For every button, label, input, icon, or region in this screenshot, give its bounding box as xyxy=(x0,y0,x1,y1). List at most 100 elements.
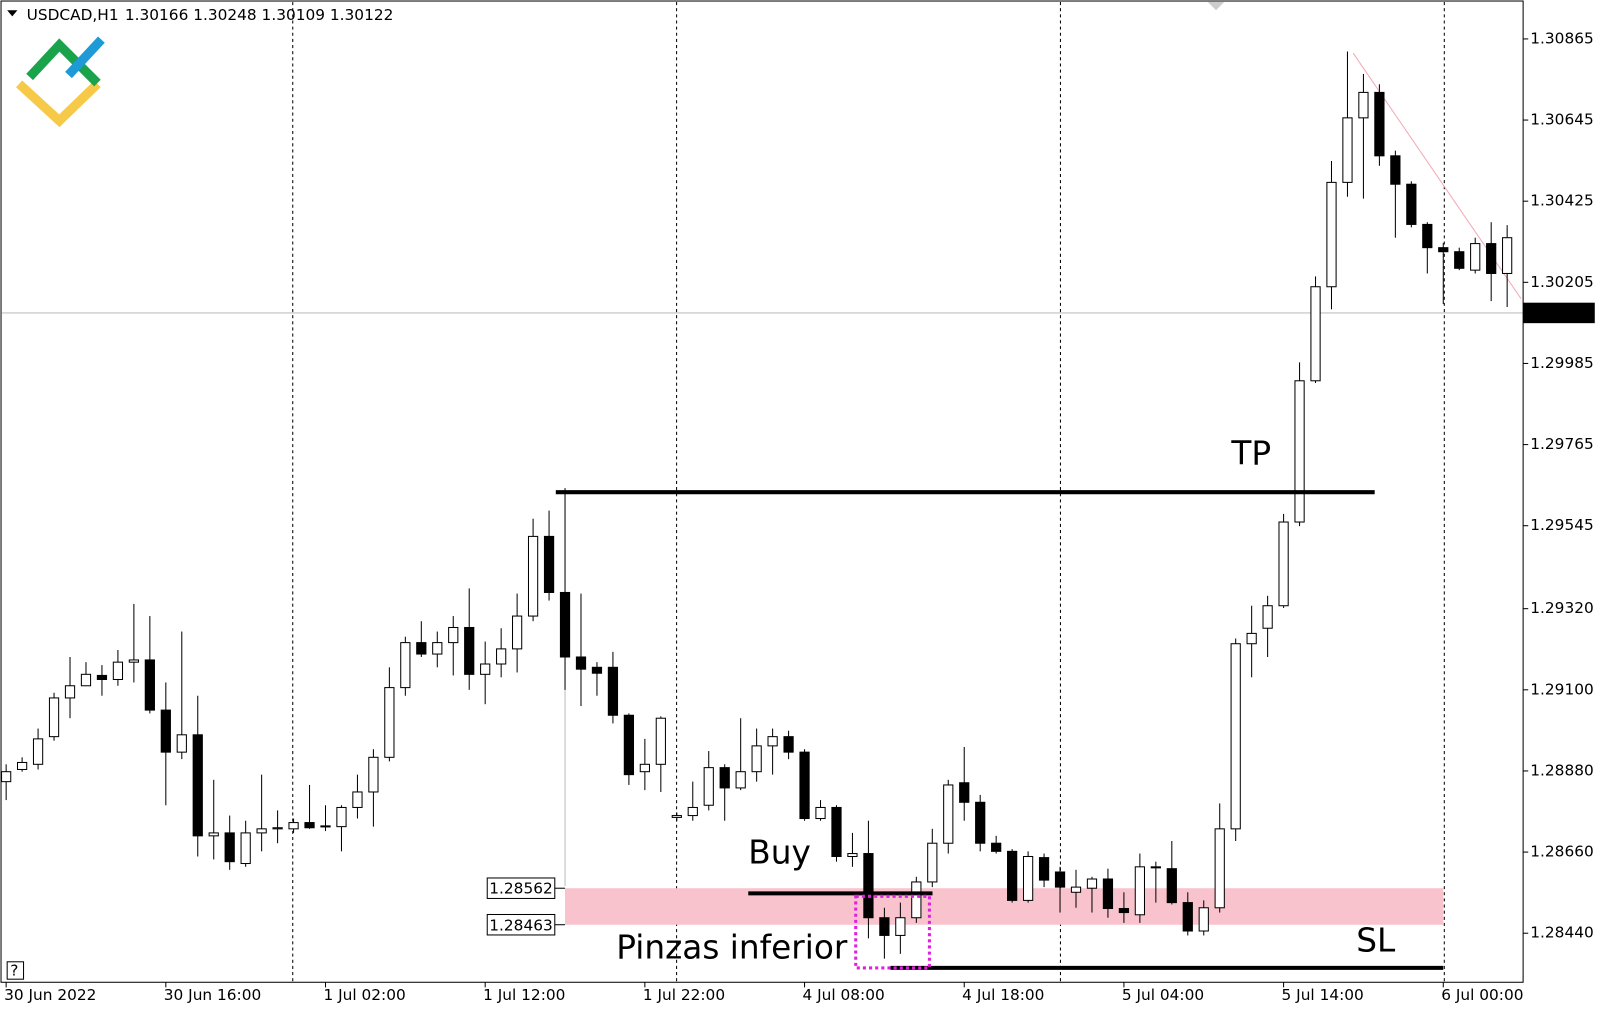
quote: 1.30166 1.30248 1.30109 1.30122 xyxy=(125,6,393,24)
candle-body xyxy=(1486,243,1497,274)
axes: 1.30865 1.30645 1.30425 1.30205 1.29985 1.297… xyxy=(4,29,1595,1004)
candle-body xyxy=(464,626,475,675)
shift-marker xyxy=(1207,2,1225,11)
current-price-label: 1.30122 xyxy=(1528,304,1591,322)
logo-part xyxy=(16,80,101,128)
buy-label: Buy xyxy=(748,833,811,871)
entry-zone xyxy=(565,888,1444,925)
candle-body xyxy=(783,736,794,753)
zone-price-label: 1.28562 xyxy=(489,880,552,898)
candle-body xyxy=(96,674,108,681)
sl-label: SL xyxy=(1356,921,1396,959)
candle-body xyxy=(1150,866,1161,869)
x-tick-label: 4 Jul 08:00 xyxy=(803,986,885,1004)
candle-body xyxy=(735,771,746,789)
y-tick-label: 1.29765 xyxy=(1530,435,1593,453)
zone-price-label: 1.28463 xyxy=(489,916,552,934)
candle-body xyxy=(16,761,28,770)
candle-body xyxy=(112,661,124,681)
candle-body xyxy=(192,734,203,837)
y-tick-label: 1.28660 xyxy=(1530,843,1593,861)
candle-body xyxy=(336,806,347,828)
help-icon[interactable]: ? xyxy=(10,962,18,980)
y-tick-label: 1.29320 xyxy=(1530,599,1593,617)
current-price-box xyxy=(1523,302,1595,324)
candle-body xyxy=(575,656,587,670)
y-tick-label: 1.29545 xyxy=(1530,516,1593,534)
candle-body xyxy=(751,745,762,773)
symbol: USDCAD,H1 xyxy=(27,6,119,24)
y-tick-label: 1.30425 xyxy=(1530,192,1593,210)
candle-body xyxy=(607,666,619,716)
candle-body xyxy=(543,535,555,593)
y-tick-label: 1.30865 xyxy=(1530,29,1593,47)
x-tick-label: 1 Jul 22:00 xyxy=(643,986,725,1004)
candle-body xyxy=(32,738,44,765)
candle-body xyxy=(591,666,603,674)
annotations xyxy=(555,490,1444,970)
candle-body xyxy=(847,853,858,858)
logo-part xyxy=(26,38,101,87)
candle-body xyxy=(655,717,666,765)
candle-body xyxy=(1358,91,1369,119)
y-tick-label: 1.28440 xyxy=(1530,924,1593,942)
candle-body xyxy=(272,827,283,830)
pattern-box xyxy=(854,894,931,970)
x-tick-label: 30 Jun 16:00 xyxy=(164,986,262,1004)
candle-body xyxy=(1342,117,1353,183)
menu-arrow xyxy=(7,10,18,17)
candle-body xyxy=(432,642,443,655)
candle-body xyxy=(959,782,970,803)
candle-body xyxy=(1070,886,1082,893)
candle-body xyxy=(1262,605,1273,629)
x-tick-label: 1 Jul 02:00 xyxy=(323,986,405,1004)
candle-body xyxy=(895,917,906,936)
x-tick-label: 30 Jun 2022 xyxy=(4,986,96,1004)
candle-body xyxy=(1454,251,1465,269)
candle-body xyxy=(80,673,92,687)
candle-body xyxy=(1502,237,1513,274)
x-tick-label: 5 Jul 04:00 xyxy=(1122,986,1204,1004)
candle-body xyxy=(368,756,379,793)
candle-body xyxy=(1374,91,1385,157)
candle-body xyxy=(1230,643,1241,830)
candle-body xyxy=(176,734,187,753)
help-button[interactable] xyxy=(6,961,25,980)
candle-body xyxy=(991,842,1002,852)
x-tick-label: 6 Jul 00:00 xyxy=(1441,986,1523,1004)
candle-body xyxy=(128,659,140,663)
candle-body xyxy=(1118,907,1130,914)
candle-body xyxy=(1102,878,1114,910)
x-tick-label: 5 Jul 14:00 xyxy=(1282,986,1364,1004)
candle-body xyxy=(799,751,810,820)
candle-body xyxy=(767,736,778,747)
candle-body xyxy=(1470,243,1481,271)
candle-body xyxy=(1310,286,1321,382)
candle-body xyxy=(1246,632,1257,645)
y-tick-label: 1.29100 xyxy=(1530,680,1593,698)
plot-frame xyxy=(0,0,1524,983)
candles xyxy=(1,51,1513,959)
candle-body xyxy=(1,771,12,783)
tp-label: TP xyxy=(1230,434,1271,472)
candle-body xyxy=(288,822,299,830)
candle-body xyxy=(879,917,890,936)
candle-body xyxy=(1134,866,1145,916)
candle-body xyxy=(1214,828,1225,909)
candle-body xyxy=(1182,902,1193,932)
candle-body xyxy=(144,659,155,711)
y-tick-label: 1.30645 xyxy=(1530,111,1593,129)
logo xyxy=(16,36,105,128)
candle-body xyxy=(1198,907,1209,932)
candle-body xyxy=(416,642,427,655)
candle-body xyxy=(1022,855,1034,901)
candle-body xyxy=(240,832,251,865)
candle-body xyxy=(1406,183,1417,225)
candle-body xyxy=(719,767,730,789)
candle-body xyxy=(224,832,235,863)
candle-body xyxy=(1086,878,1098,889)
candle-body xyxy=(480,663,491,675)
candle-body xyxy=(1007,850,1018,901)
candle-body xyxy=(1326,181,1337,288)
candle-body xyxy=(639,763,650,773)
